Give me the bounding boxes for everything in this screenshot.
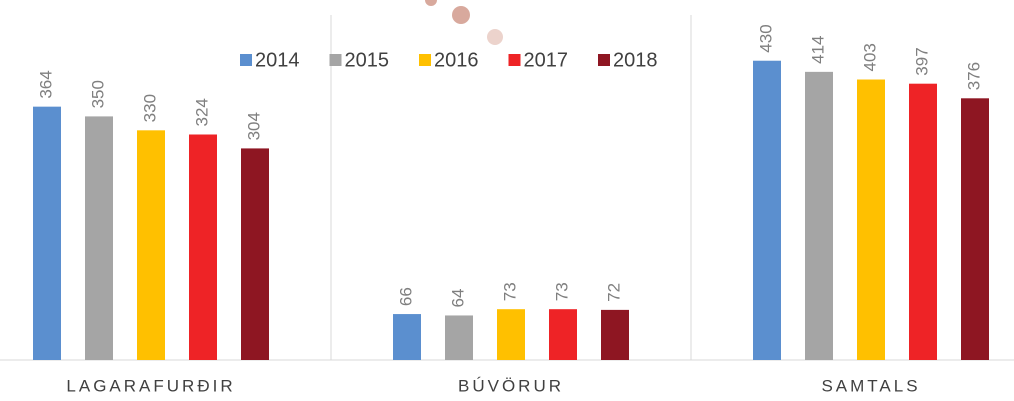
value-label: 430 [756, 24, 775, 52]
bar [137, 130, 165, 360]
legend-swatch [329, 54, 342, 66]
x-tick-label: SAMTALS [821, 376, 920, 395]
decoration [452, 6, 470, 24]
legend-label: 2014 [255, 49, 300, 71]
value-label: 304 [244, 112, 263, 140]
value-label: 414 [808, 35, 827, 63]
value-label: 64 [448, 289, 467, 308]
bar [393, 314, 421, 360]
value-label: 403 [860, 43, 879, 71]
legend-label: 2015 [345, 49, 390, 71]
value-label: 376 [964, 62, 983, 90]
value-label: 364 [36, 70, 55, 98]
bar [445, 315, 473, 360]
legend-label: 2016 [434, 49, 479, 71]
bar [601, 309, 629, 360]
value-label: 324 [192, 98, 211, 126]
legend-swatch [598, 54, 610, 66]
legend-swatch [508, 54, 521, 66]
bar [241, 148, 269, 360]
value-label: 73 [552, 282, 571, 301]
bar [857, 79, 885, 361]
value-label: 72 [604, 283, 623, 302]
legend-label: 2017 [524, 49, 569, 71]
decoration [425, 0, 437, 6]
legend-swatch [240, 54, 252, 66]
x-tick-label: LAGARAFURÐIR [66, 376, 235, 395]
value-label: 330 [140, 94, 159, 122]
legend-swatch [419, 54, 431, 66]
x-tick-label: BÚVÖRUR [458, 376, 564, 395]
value-label: 350 [88, 80, 107, 108]
bar [189, 134, 217, 360]
bar [753, 60, 781, 360]
bar [85, 116, 113, 361]
bar [805, 71, 833, 360]
value-label: 397 [912, 47, 931, 75]
value-label: 66 [396, 287, 415, 306]
decoration [487, 29, 503, 45]
bar [961, 98, 989, 360]
value-label: 73 [500, 282, 519, 301]
bar [33, 106, 61, 360]
bar [549, 309, 577, 360]
legend-label: 2018 [613, 49, 658, 71]
bar [909, 83, 937, 361]
bar [497, 309, 525, 360]
